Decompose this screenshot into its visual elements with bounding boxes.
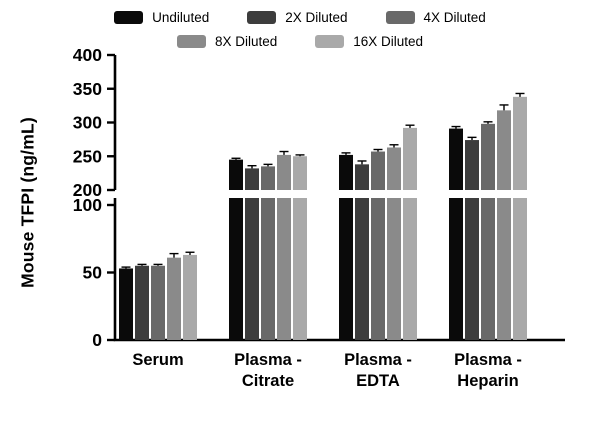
bar-upper-segment <box>293 156 307 190</box>
bar-lower-segment <box>465 198 479 340</box>
bar-lower-segment <box>449 198 463 340</box>
bar-lower-segment <box>277 198 291 340</box>
legend-label: 8X Diluted <box>214 34 278 49</box>
y-tick-label: 200 <box>73 180 102 200</box>
y-tick-label: 100 <box>73 195 102 215</box>
bar-upper-segment <box>481 123 495 190</box>
y-tick-label: 250 <box>73 146 102 166</box>
y-tick-label: 50 <box>83 263 103 283</box>
bar-upper-segment <box>387 147 401 190</box>
bar-upper-segment <box>245 168 259 190</box>
x-category-label: Heparin <box>457 372 518 390</box>
legend-swatch <box>315 35 345 48</box>
bar <box>167 257 181 340</box>
bar-lower-segment <box>481 198 495 340</box>
bar-lower-segment <box>355 198 369 340</box>
legend-swatch <box>385 11 415 24</box>
legend-row-2: 8X Diluted 16X Diluted <box>0 34 600 49</box>
chart-legend: Undiluted 2X Diluted 4X Diluted 8X Diluted… <box>0 10 600 58</box>
bar-lower-segment <box>293 198 307 340</box>
bar-upper-segment <box>465 140 479 190</box>
bar-upper-segment <box>277 154 291 190</box>
bar-lower-segment <box>245 198 259 340</box>
bar-lower-segment <box>403 198 417 340</box>
y-tick-label: 350 <box>73 79 102 99</box>
legend-swatch <box>247 11 277 24</box>
bar-upper-segment <box>513 96 527 190</box>
legend-swatch <box>114 11 144 24</box>
bar-upper-segment <box>371 151 385 190</box>
y-tick-label: 400 <box>73 45 102 65</box>
legend-swatch <box>176 35 206 48</box>
legend-item-8x-diluted: 8X Diluted <box>176 34 278 49</box>
bar <box>119 268 133 340</box>
legend-item-4x-diluted: 4X Diluted <box>385 10 486 25</box>
legend-row-1: Undiluted 2X Diluted 4X Diluted <box>0 10 600 25</box>
bar-lower-segment <box>229 198 243 340</box>
bar-upper-segment <box>229 159 243 190</box>
legend-label: 16X Diluted <box>353 34 424 49</box>
x-category-label: EDTA <box>356 372 400 390</box>
bar-lower-segment <box>261 198 275 340</box>
bar-lower-segment <box>513 198 527 340</box>
bar-upper-segment <box>355 164 369 190</box>
legend-label: 4X Diluted <box>423 10 486 25</box>
bar-upper-segment <box>261 166 275 190</box>
bar <box>151 265 165 340</box>
x-category-label: Plasma - <box>454 351 522 369</box>
bar-upper-segment <box>497 110 511 190</box>
y-tick-label: 0 <box>92 330 102 350</box>
legend-label: 2X Diluted <box>285 10 348 25</box>
x-category-label: Citrate <box>242 372 294 390</box>
bar-lower-segment <box>387 198 401 340</box>
y-axis-title: Mouse TFPI (ng/mL) <box>17 117 38 288</box>
bar-lower-segment <box>497 198 511 340</box>
bar <box>183 254 197 340</box>
y-tick-label: 300 <box>73 113 102 133</box>
legend-item-16x-diluted: 16X Diluted <box>315 34 423 49</box>
bar-upper-segment <box>403 127 417 190</box>
x-category-label: Plasma - <box>234 351 302 369</box>
x-category-label: Serum <box>132 351 183 369</box>
bar-lower-segment <box>371 198 385 340</box>
x-category-label: Plasma - <box>344 351 412 369</box>
bar-upper-segment <box>339 154 353 190</box>
legend-label: Undiluted <box>152 10 210 25</box>
bar-lower-segment <box>339 198 353 340</box>
bar <box>135 265 149 340</box>
legend-item-undiluted: Undiluted <box>114 10 209 25</box>
legend-item-2x-diluted: 2X Diluted <box>247 10 348 25</box>
bar-upper-segment <box>449 128 463 190</box>
